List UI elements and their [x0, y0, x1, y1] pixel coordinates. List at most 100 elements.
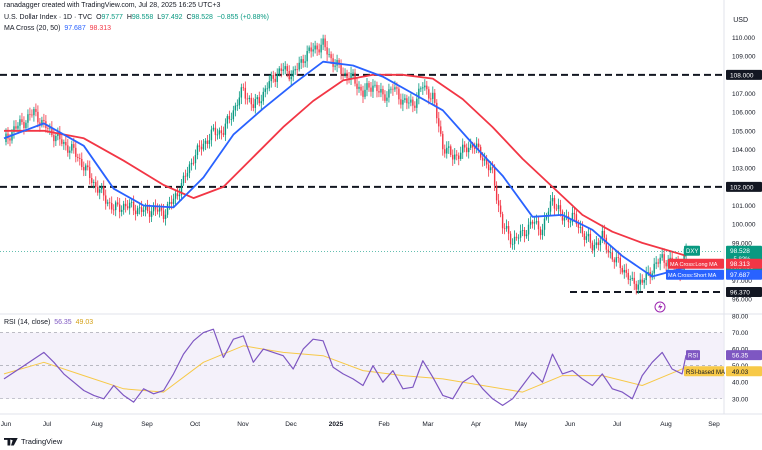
- candle-body: [318, 49, 320, 53]
- candle-body: [663, 254, 665, 263]
- candle-body: [208, 140, 211, 144]
- candle-body: [19, 119, 21, 126]
- candle-body: [234, 105, 237, 111]
- candle-body: [372, 85, 374, 92]
- candle-body: [342, 74, 344, 75]
- candle-body: [454, 154, 456, 160]
- candle-body: [13, 126, 15, 133]
- dxy-price-label: 98.528: [730, 248, 750, 255]
- candle-body: [521, 230, 524, 231]
- candle-body: [31, 114, 33, 116]
- time-tick-label: Aug: [91, 421, 103, 428]
- candle-body: [591, 242, 594, 251]
- candle-body: [274, 78, 276, 82]
- candle-body: [350, 73, 352, 80]
- candle-body: [105, 195, 107, 204]
- candle-body: [515, 236, 518, 238]
- candle-body: [124, 203, 127, 207]
- candle-body: [641, 279, 643, 283]
- candle-body: [101, 186, 103, 190]
- short-ma-name-tag: [666, 269, 724, 280]
- candle-body: [481, 157, 484, 161]
- candle-body: [473, 147, 476, 149]
- candle-body: [190, 162, 193, 165]
- ma-cross-legend[interactable]: MA Cross (20, 50) 97.687 98.313: [4, 24, 111, 33]
- candle-body: [633, 277, 635, 284]
- long-ma-price-tag: [726, 258, 762, 269]
- candle-body: [120, 209, 123, 212]
- candle-body: [450, 146, 452, 155]
- candle-body: [456, 154, 458, 156]
- candle-body: [655, 262, 657, 264]
- ohlc-low-label: L: [157, 14, 162, 21]
- ohlc-high: 98.558: [131, 14, 154, 21]
- candle-body: [73, 144, 75, 148]
- time-tick-label: Sep: [141, 421, 153, 428]
- candle-body: [579, 227, 582, 228]
- candle-body: [615, 257, 617, 263]
- candle-body: [232, 110, 235, 120]
- candle-body: [116, 202, 119, 205]
- candle-body: [258, 97, 260, 104]
- candle-body: [250, 97, 253, 105]
- ohlc-close: 98.528: [191, 14, 213, 21]
- ohlc-low: 97.492: [161, 14, 183, 21]
- candle-body: [603, 230, 606, 238]
- candle-body: [507, 226, 510, 234]
- candle-body: [320, 44, 322, 53]
- candle-body: [308, 47, 310, 51]
- ma-long-value: 98.313: [89, 25, 112, 32]
- candle-body: [595, 242, 598, 245]
- candle-body: [69, 150, 71, 153]
- candle-body: [460, 152, 462, 159]
- rsi-tick-label: 80.00: [732, 314, 749, 321]
- candle-body: [164, 214, 167, 219]
- candle-body: [276, 74, 278, 82]
- candle-body: [154, 205, 157, 210]
- candle-body: [27, 114, 29, 123]
- candle-body: [623, 269, 625, 273]
- candle-body: [657, 262, 659, 264]
- candle-body: [218, 130, 221, 135]
- candle-body: [160, 207, 163, 211]
- candle-body: [509, 233, 512, 245]
- candle-body: [186, 172, 189, 177]
- candle-body: [352, 72, 354, 74]
- symbol-name[interactable]: U.S. Dollar Index · 1D · TVC: [4, 14, 93, 21]
- candle-body: [545, 216, 548, 219]
- long-ma-price-label: 98.313: [730, 261, 750, 268]
- candle-body: [444, 149, 446, 154]
- candle-body: [59, 132, 61, 140]
- candle-body: [194, 155, 197, 164]
- candle-body: [128, 202, 131, 209]
- candle-body: [198, 145, 201, 147]
- candle-body: [422, 87, 424, 89]
- candle-body: [635, 283, 637, 290]
- candle-body: [230, 119, 233, 120]
- candle-body: [497, 200, 500, 206]
- dxy-name-label: DXY: [686, 249, 698, 255]
- candle-body: [246, 98, 249, 100]
- candle-body: [47, 128, 49, 129]
- rsi-value: 56.35: [54, 319, 72, 326]
- candle-body: [77, 156, 79, 158]
- candle-body: [216, 134, 219, 136]
- candle-body: [112, 209, 115, 211]
- price-tick-label: 101.000: [732, 203, 756, 210]
- price-tick-label: 110.000: [732, 35, 755, 42]
- rsi-legend[interactable]: RSI (14, close) 56.35 49.03: [4, 318, 93, 327]
- candle-body: [547, 211, 550, 217]
- candle-body: [555, 208, 558, 210]
- tradingview-logo[interactable]: TradingView: [4, 437, 62, 446]
- candle-body: [302, 59, 304, 63]
- candle-body: [471, 144, 474, 148]
- candle-body: [39, 122, 41, 126]
- candle-body: [430, 98, 432, 100]
- candle-body: [174, 193, 177, 199]
- candle-body: [483, 159, 486, 161]
- candle-body: [406, 98, 408, 104]
- candle-body: [503, 228, 506, 230]
- candle-body: [390, 88, 392, 90]
- candle-body: [15, 126, 17, 129]
- candle-body: [613, 259, 615, 263]
